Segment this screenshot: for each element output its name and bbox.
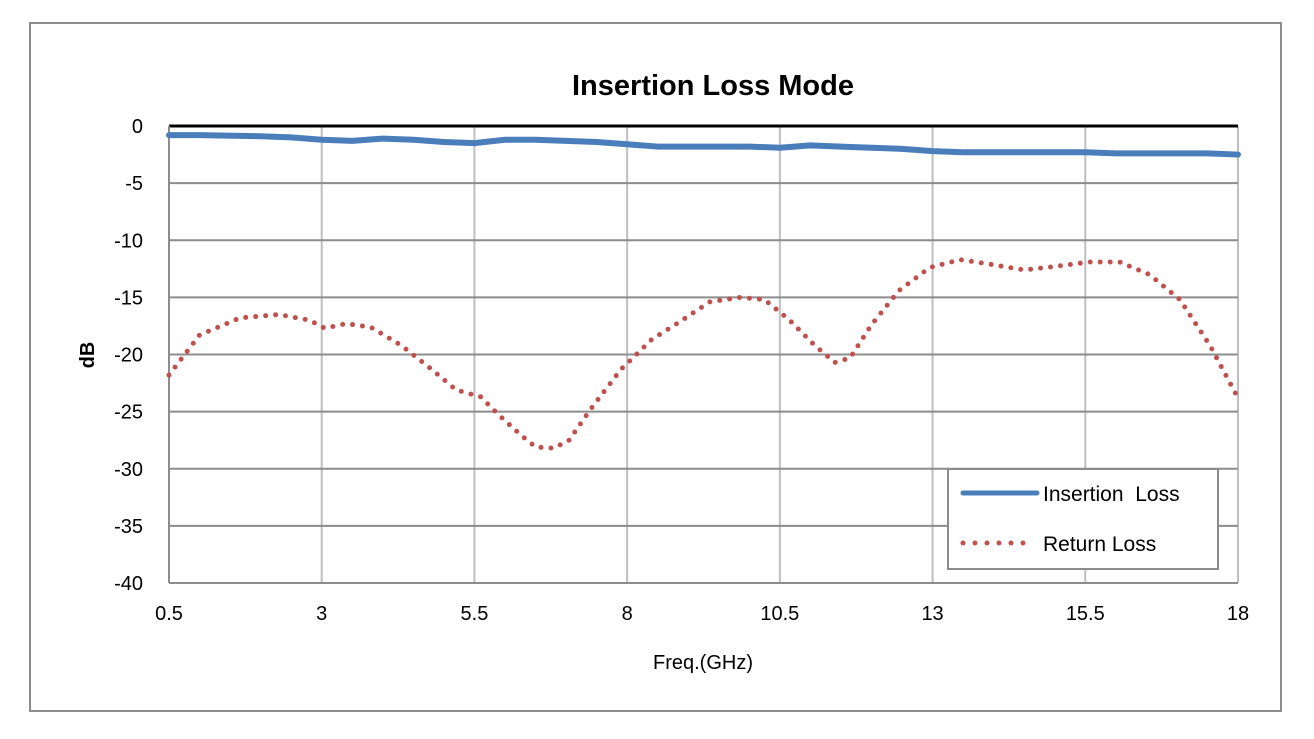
x-tick-label: 15.5 (1066, 603, 1105, 625)
x-tick-labels: 0.5 3 5.5 8 10.5 13 15.5 18 (155, 603, 1249, 625)
series-line-return-loss (166, 257, 1241, 451)
x-tick-label: 10.5 (760, 603, 799, 625)
legend-label-return-loss: Return Loss (1043, 533, 1156, 556)
x-tick-label: 5.5 (461, 603, 489, 625)
x-tick-label: 0.5 (155, 603, 183, 625)
x-tick-label: 13 (921, 603, 943, 625)
y-tick-label: -5 (125, 173, 143, 195)
legend: Insertion Loss Return Loss (947, 468, 1219, 570)
y-tick-label: -35 (114, 516, 143, 538)
grid (168, 124, 1239, 584)
y-tick-label: -15 (114, 287, 143, 309)
y-tick-label: -30 (114, 459, 143, 481)
series-line-insertion-loss (166, 132, 1241, 158)
y-tick-label: -25 (114, 402, 143, 424)
chart-frame (29, 22, 1282, 712)
y-axis-label: dB (77, 342, 99, 369)
y-tick-label: -20 (114, 345, 143, 367)
x-axis-label: Freq.(GHz) (653, 652, 753, 674)
x-tick-label: 18 (1227, 603, 1249, 625)
legend-box (947, 468, 1219, 570)
x-tick-label: 3 (316, 603, 327, 625)
y-tick-label: -10 (114, 230, 143, 252)
x-tick-label: 8 (622, 603, 633, 625)
y-tick-label: 0 (132, 116, 143, 138)
legend-label-insertion-loss: Insertion Loss (1043, 483, 1180, 506)
y-tick-labels: 0 -5 -10 -15 -20 -25 -30 -35 -40 (114, 116, 143, 595)
chart-title: Insertion Loss Mode (572, 70, 854, 102)
y-tick-label: -40 (114, 573, 143, 595)
series-group (166, 132, 1241, 451)
